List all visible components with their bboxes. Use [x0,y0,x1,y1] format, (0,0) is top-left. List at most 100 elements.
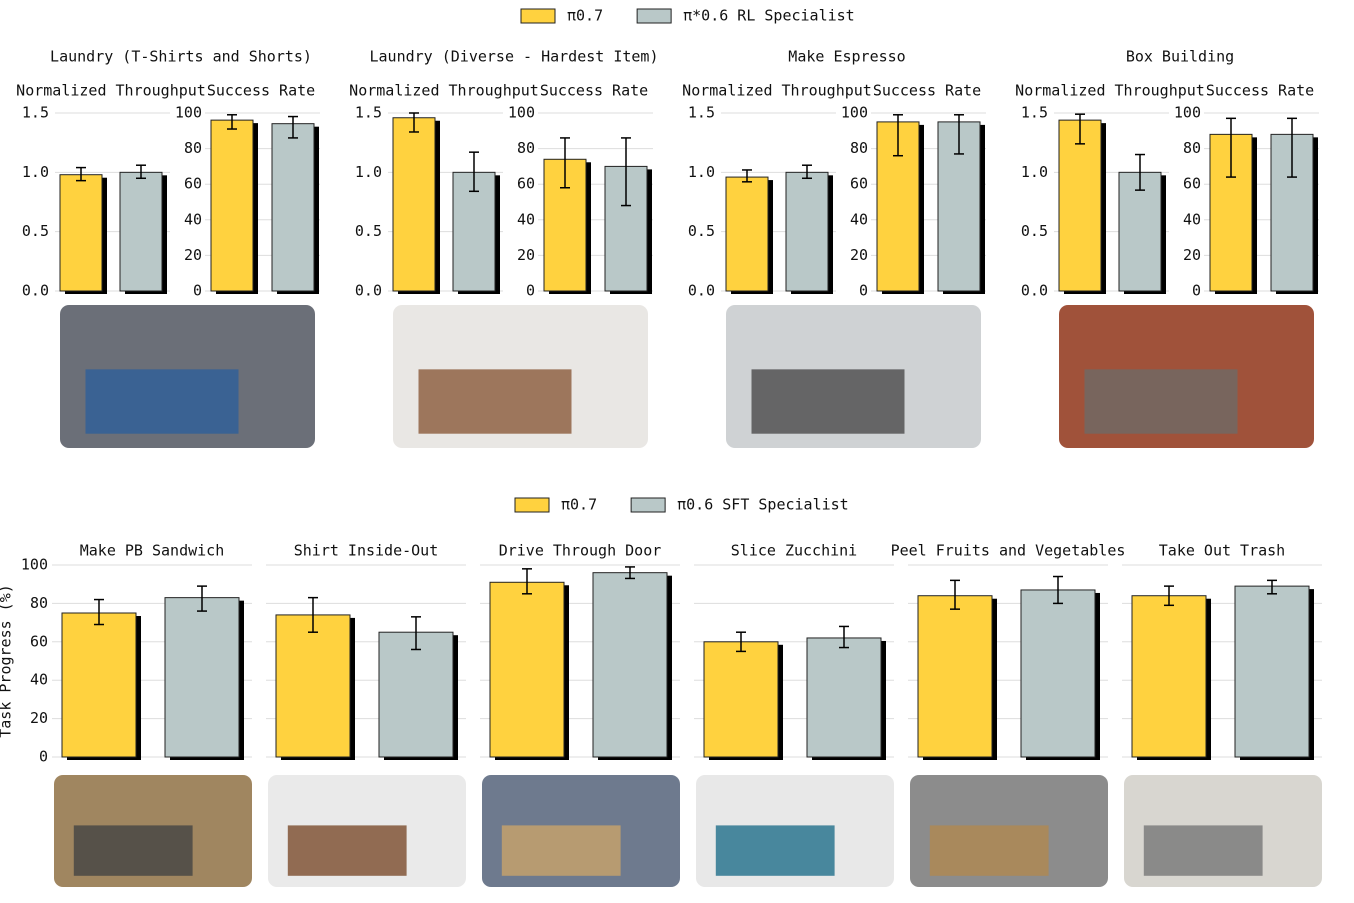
bar [489,581,565,758]
bar [378,631,454,758]
y-tick-label: 0.5 [688,222,715,240]
y-tick-label: 100 [841,104,868,122]
bar [917,595,993,758]
y-tick-label: 0.0 [1021,282,1048,300]
legend-label: π0.6 SFT Specialist [677,496,849,514]
photo-detail [929,825,1049,876]
bar [271,123,315,292]
photo-detail [501,825,621,876]
legend-label: π0.7 [561,496,597,514]
y-tick-label: 80 [30,594,48,612]
y-tick-label: 1.0 [355,163,382,181]
y-tick-label: 0 [526,282,535,300]
bar [785,171,829,292]
panel-title: Laundry (T-Shirts and Shorts) [50,48,312,66]
legend-swatch [636,8,672,24]
bar [1058,119,1102,292]
bar [164,597,240,758]
y-tick-label: 1.5 [22,104,49,122]
y-tick-label: 40 [30,671,48,689]
photo-detail [287,825,407,876]
bar [452,171,496,292]
panel-title: Make PB Sandwich [80,542,225,560]
bar [725,176,769,292]
y-tick-label: 20 [30,709,48,727]
y-tick-label: 20 [184,246,202,264]
panel-title: Drive Through Door [499,542,662,560]
subplot-label: Success Rate [207,82,315,100]
y-tick-label: 20 [1183,246,1201,264]
subplot-label: Success Rate [873,82,981,100]
subplot-label: Success Rate [1206,82,1314,100]
bar [61,612,137,758]
y-tick-label: 1.5 [688,104,715,122]
subplot-label: Success Rate [540,82,648,100]
bar [703,641,779,758]
bar [1131,595,1207,758]
y-tick-label: 1.0 [22,163,49,181]
panel-title: Shirt Inside-Out [294,542,439,560]
subplot-label: Normalized Throughput [16,82,206,100]
y-tick-label: 60 [30,632,48,650]
y-tick-label: 60 [1183,175,1201,193]
panel-title: Peel Fruits and Vegetables [891,542,1126,560]
photo-detail [1084,369,1238,434]
y-tick-label: 60 [517,175,535,193]
legend-swatch [630,497,666,513]
y-tick-label: 100 [1174,104,1201,122]
y-tick-label: 0 [859,282,868,300]
photo-detail [1143,825,1263,876]
y-tick-label: 0 [193,282,202,300]
bar [592,572,668,758]
y-tick-label: 1.5 [355,104,382,122]
bar [275,614,351,758]
y-tick-label: 40 [850,210,868,228]
y-tick-label: 20 [517,246,535,264]
y-axis-label: Task Progress (%) [0,584,15,738]
bar [806,637,882,758]
legend-swatch [514,497,550,513]
subplot-label: Normalized Throughput [1015,82,1205,100]
bar [392,117,436,292]
y-tick-label: 0 [39,748,48,766]
y-tick-label: 0.5 [1021,222,1048,240]
subplot-label: Normalized Throughput [349,82,539,100]
subplot-label: Normalized Throughput [682,82,872,100]
y-tick-label: 0.5 [22,222,49,240]
y-tick-label: 0.0 [22,282,49,300]
y-tick-label: 0.5 [355,222,382,240]
y-tick-label: 40 [517,210,535,228]
legend-swatch [520,8,556,24]
panel-title: Box Building [1126,48,1234,66]
y-tick-label: 60 [850,175,868,193]
legend-label: π*0.6 RL Specialist [683,7,855,25]
photo-detail [715,825,835,876]
panel-title: Take Out Trash [1159,542,1285,560]
photo-detail [73,825,193,876]
y-tick-label: 1.0 [688,163,715,181]
y-tick-label: 80 [1183,139,1201,157]
y-tick-label: 60 [184,175,202,193]
photo-detail [85,369,239,434]
bar [1234,585,1310,758]
bar [119,171,163,292]
y-tick-label: 80 [517,139,535,157]
y-tick-label: 0.0 [355,282,382,300]
y-tick-label: 100 [508,104,535,122]
bar [59,174,103,292]
y-tick-label: 100 [21,556,48,574]
y-tick-label: 0 [1192,282,1201,300]
y-tick-label: 80 [184,139,202,157]
y-tick-label: 40 [1183,210,1201,228]
panel-title: Slice Zucchini [731,542,857,560]
bar [210,119,254,292]
y-tick-label: 20 [850,246,868,264]
legend-label: π0.7 [567,7,603,25]
bar [1209,133,1253,292]
panel-title: Make Espresso [788,48,905,66]
bar [1118,171,1162,292]
y-tick-label: 40 [184,210,202,228]
panel-title: Laundry (Diverse - Hardest Item) [370,48,659,66]
